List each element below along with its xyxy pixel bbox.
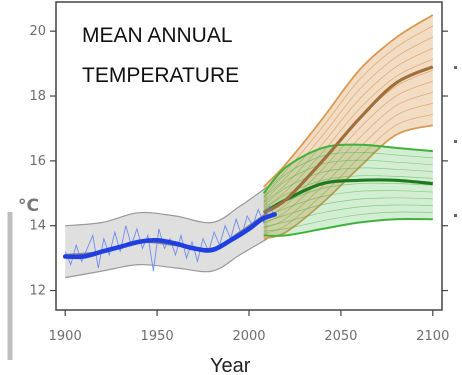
right-axis-stubs [454,66,457,217]
high-scenario-member [263,102,433,229]
high-scenario-member [263,36,433,198]
low-scenario-member [263,175,433,211]
x-tick-label: 1900 [49,329,82,344]
y-tick-label: 16 [29,154,46,169]
right-axis-stub [454,66,457,69]
chart-title-line-1: MEAN ANNUAL [82,24,233,47]
high-scenario-member [263,91,433,224]
x-tick-label: 2050 [324,329,357,344]
historical-band [65,186,268,278]
high-scenario-member [263,80,433,219]
low-scenario-band [263,144,433,236]
high-scenario-mean-line [262,65,434,215]
axes-layer: 12 14 16 18 20 1900 1950 2000 2050 2100 [29,24,449,344]
high-scenario-member [263,25,434,193]
historical-band-upper [65,186,268,227]
historical-band-lower [65,238,268,279]
low-scenario-member [263,204,433,228]
low-scenario-member [263,152,433,198]
low-scenario-lower [263,217,433,237]
y-tick-label: 20 [29,24,46,39]
x-tick-label: 1950 [141,329,174,344]
low-scenario-member [263,167,433,207]
low-scenario-upper [262,143,433,194]
right-axis-stub [454,140,457,143]
low-scenario-member [263,197,433,224]
high-scenario-upper [263,14,434,188]
high-scenario-member [263,58,433,208]
low-scenario-member [263,190,433,219]
line-layer [62,65,434,272]
y-tick-label: 18 [29,89,46,104]
right-axis-stub [454,214,457,217]
chart-title-line-2: TEMPERATURE [82,64,239,87]
observed-annual-line [64,205,276,272]
low-scenario-member [263,159,433,202]
y-tick-label: 12 [29,284,46,299]
y-tick-label: 14 [29,219,46,234]
band-layer [65,14,434,279]
observed-smoothed-line [62,212,277,260]
high-scenario-member [263,47,433,203]
low-scenario-member [263,211,433,232]
x-tick-label: 2000 [232,329,265,344]
x-tick-label: 2100 [416,329,449,344]
y-axis-label: °C [18,196,39,216]
x-axis-label: Year [210,355,251,375]
high-scenario-member [263,113,433,234]
